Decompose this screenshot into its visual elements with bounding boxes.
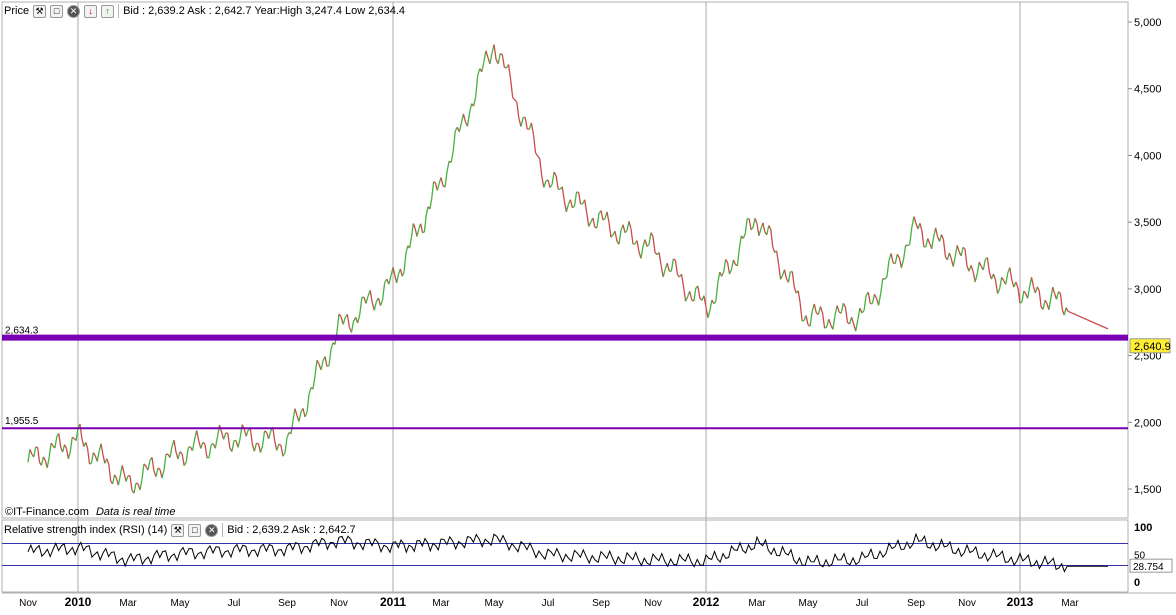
x-tick-label: Sep xyxy=(278,598,296,609)
x-tick-label: 2011 xyxy=(380,595,406,609)
move-down-icon[interactable]: ↓ xyxy=(84,5,97,18)
price-quote: Bid : 2,639.2 Ask : 2,642.7 Year:High 3,… xyxy=(123,5,405,17)
support-level-label: 2,634.3 xyxy=(5,326,39,337)
price-tick-label: 4,000 xyxy=(1134,150,1162,162)
last-price-badge-text: 2,640.9 xyxy=(1134,341,1171,353)
x-tick-label: May xyxy=(485,598,504,609)
price-tick-label: 3,000 xyxy=(1134,284,1162,296)
price-tick-label: 2,000 xyxy=(1134,417,1162,429)
x-tick-label: May xyxy=(171,598,190,609)
window-icon[interactable]: □ xyxy=(188,524,201,537)
price-candle-segment xyxy=(90,463,92,464)
wrench-icon[interactable]: ⚒ xyxy=(171,524,184,537)
toolbar-separator xyxy=(222,523,223,537)
price-candle-segment xyxy=(136,483,138,484)
x-tick-label: Jul xyxy=(856,598,869,609)
x-tick-label: Mar xyxy=(1061,598,1079,609)
toolbar-separator xyxy=(118,4,119,18)
rsi-quote: Bid : 2,639.2 Ask : 2,642.7 xyxy=(227,524,355,536)
rsi-panel-title: Relative strength index (RSI) (14) xyxy=(4,524,167,536)
x-tick-label: 2013 xyxy=(1007,595,1034,609)
x-tick-label: Nov xyxy=(19,598,37,609)
rsi-tick-label: 0 xyxy=(1134,577,1140,589)
rsi-toolbar: Relative strength index (RSI) (14) ⚒ □ ✕… xyxy=(4,522,356,538)
x-tick-label: Sep xyxy=(907,598,925,609)
close-icon[interactable]: ✕ xyxy=(205,524,218,537)
price-tick-label: 1,500 xyxy=(1134,484,1162,496)
watermark: ©IT-Finance.com Data is real time xyxy=(5,506,175,518)
price-panel-title: Price xyxy=(4,5,29,17)
x-tick-label: 2012 xyxy=(693,595,720,609)
price-tick-label: 5,000 xyxy=(1134,17,1162,29)
price-candle-segment xyxy=(423,232,425,233)
close-icon[interactable]: ✕ xyxy=(67,5,80,18)
x-tick-label: 2010 xyxy=(65,595,92,609)
x-tick-label: May xyxy=(799,598,818,609)
price-toolbar: Price ⚒ □ ✕ ↓ ↑ Bid : 2,639.2 Ask : 2,64… xyxy=(4,3,405,19)
price-tick-label: 3,500 xyxy=(1134,217,1162,229)
price-candle-segment xyxy=(327,366,329,367)
x-tick-label: Nov xyxy=(958,598,976,609)
watermark-note: Data is real time xyxy=(96,506,175,518)
price-candle-segment xyxy=(279,444,281,445)
rsi-value-badge-text: 28.754 xyxy=(1133,562,1164,573)
window-icon[interactable]: □ xyxy=(50,5,63,18)
wrench-icon[interactable]: ⚒ xyxy=(33,5,46,18)
watermark-source: ©IT-Finance.com xyxy=(5,506,89,518)
move-up-icon[interactable]: ↑ xyxy=(101,5,114,18)
x-tick-label: Mar xyxy=(432,598,450,609)
x-tick-label: Mar xyxy=(119,598,137,609)
price-panel-frame xyxy=(2,2,1128,518)
x-tick-label: Nov xyxy=(330,598,348,609)
x-tick-label: Sep xyxy=(592,598,610,609)
x-tick-label: Nov xyxy=(644,598,662,609)
price-tick-label: 4,500 xyxy=(1134,84,1162,96)
x-tick-label: Jul xyxy=(542,598,555,609)
x-tick-label: Mar xyxy=(748,598,766,609)
support-level-label: 1,955.5 xyxy=(5,416,39,427)
x-tick-label: Jul xyxy=(228,598,241,609)
rsi-tick-label: 100 xyxy=(1134,522,1152,534)
